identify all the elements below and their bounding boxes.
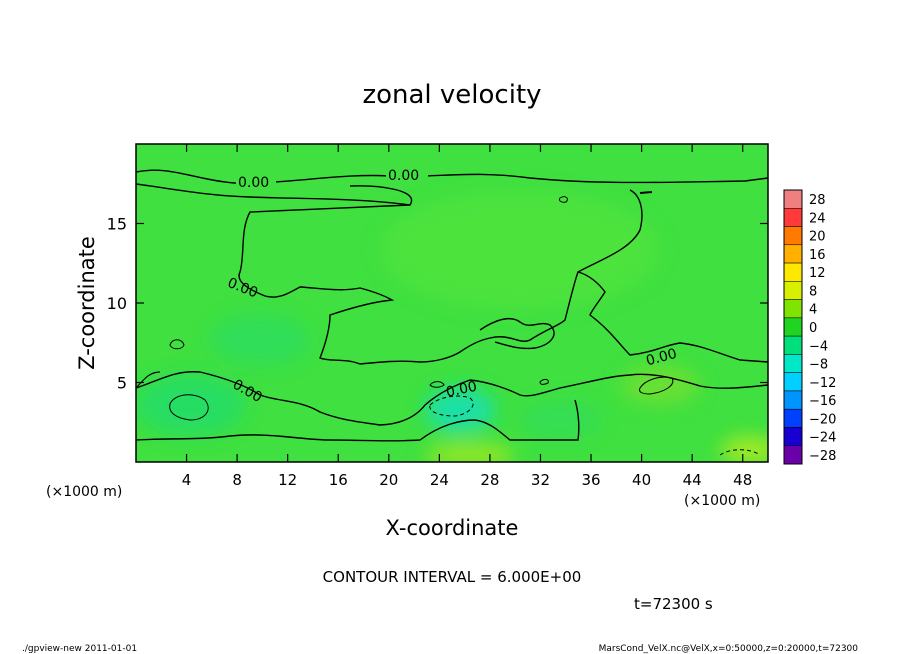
- colorbar-tick-label: 12: [809, 266, 826, 281]
- contour-label: 0.00: [238, 175, 269, 191]
- colorbar-tick-label: −4: [809, 339, 828, 354]
- colorbar-swatch: [783, 445, 803, 465]
- colorbar-swatch: [783, 390, 803, 410]
- x-tick-label: 44: [683, 471, 702, 489]
- colorbar-tick-label: −16: [809, 394, 836, 409]
- colorbar-tick-label: −24: [809, 431, 836, 446]
- x-axis-unit-right: (×1000 m): [684, 493, 760, 509]
- colorbar-frame: [783, 189, 803, 465]
- contour-interval-label: CONTOUR INTERVAL = 6.000E+00: [323, 568, 582, 586]
- colorbar-swatch: [783, 427, 803, 446]
- field-patch: [380, 190, 660, 310]
- contour-line: [539, 379, 549, 385]
- x-tick-label: 20: [379, 471, 398, 489]
- x-tick-label: 16: [329, 471, 348, 489]
- contour-labels: 0.00 0.00 0.00 0.00 0.00 0.00: [225, 167, 679, 406]
- colorbar-swatch: [783, 372, 803, 392]
- chart-title: zonal velocity: [362, 80, 541, 110]
- colorbar-tick-label: −12: [809, 376, 836, 391]
- contour-label-bg: [386, 167, 428, 183]
- field-patch: [620, 365, 700, 405]
- contour-line: [136, 183, 413, 206]
- colorbar-swatch: [783, 354, 803, 373]
- x-tick-label: 48: [733, 471, 752, 489]
- footer-left: ./gpview-new 2011-01-01: [22, 644, 137, 654]
- colorbar-tick-label: 8: [809, 284, 817, 299]
- y-axis-title: Z-coordinate: [75, 236, 99, 370]
- x-tick-label: 8: [232, 471, 242, 489]
- colorbar-swatch: [783, 299, 803, 319]
- colorbar: 28 24 20 16 12 8 4 0 −4 −8 −12 −16 −20 −24 −28: [783, 189, 836, 465]
- contour-label: 0.00: [388, 168, 419, 184]
- contour-label: 0.00: [644, 346, 678, 370]
- x-tick-label: 32: [531, 471, 550, 489]
- contour-line: [429, 395, 474, 417]
- contour-label: 0.00: [445, 379, 479, 401]
- contour-line: [577, 189, 643, 273]
- x-tick-label: 4: [182, 471, 192, 489]
- y-axis: 5 10 15: [107, 215, 768, 393]
- contour-line: [559, 196, 568, 203]
- contour-line: [719, 449, 761, 456]
- heatmap-field: 0.00 0.00 0.00 0.00 0.00 0.00: [136, 144, 768, 462]
- y-tick-label: 15: [107, 215, 127, 234]
- y-tick-label: 5: [117, 374, 127, 393]
- time-label: t=72300 s: [634, 595, 713, 613]
- field-patch: [720, 436, 768, 462]
- colorbar-tick-label: 0: [809, 321, 817, 336]
- contour-line: [136, 399, 580, 442]
- contour-line: [639, 191, 653, 194]
- colorbar-swatch: [783, 226, 803, 246]
- y-tick-label: 10: [107, 294, 127, 313]
- contour-line: [136, 371, 768, 426]
- x-axis-title: X-coordinate: [386, 516, 519, 540]
- contour-line: [169, 339, 185, 350]
- colorbar-swatch: [783, 408, 803, 428]
- colorbar-tick-label: −8: [809, 358, 828, 373]
- colorbar-tick-label: −28: [809, 449, 836, 464]
- colorbar-swatch: [783, 281, 803, 300]
- contour-line: [238, 204, 768, 365]
- x-tick-label: 12: [278, 471, 297, 489]
- colorbar-swatch: [783, 244, 803, 264]
- x-tick-label: 28: [480, 471, 499, 489]
- colorbar-swatch: [783, 317, 803, 337]
- x-axis-unit-left: (×1000 m): [46, 484, 122, 500]
- x-tick-label: 40: [632, 471, 651, 489]
- colorbar-swatch: [783, 335, 803, 355]
- contour-label-bg: [236, 174, 276, 190]
- colorbar-swatch: [783, 189, 803, 209]
- contour-line: [169, 394, 209, 421]
- contour-line: [429, 381, 445, 388]
- contour-line: [479, 318, 555, 350]
- colorbar-swatch: [783, 208, 803, 227]
- x-tick-label: 24: [430, 471, 449, 489]
- field-patch: [136, 375, 245, 435]
- colorbar-tick-label: 24: [809, 211, 826, 226]
- field-patch: [210, 315, 310, 365]
- field-patch: [520, 402, 600, 438]
- colorbar-tick-label: 16: [809, 248, 826, 263]
- contour-line: [136, 371, 161, 389]
- colorbar-tick-label: 28: [809, 193, 826, 208]
- colorbar-tick-label: 4: [809, 303, 817, 318]
- x-axis: 4 8 12 16 20 24 28 32 36 40 44 48: [182, 144, 752, 489]
- colorbar-tick-label: 20: [809, 230, 826, 245]
- footer-right: MarsCond_VelX.nc@VelX,x=0:50000,z=0:2000…: [599, 644, 859, 654]
- x-tick-label: 36: [581, 471, 600, 489]
- colorbar-tick-label: −20: [809, 412, 836, 427]
- field-patch: [425, 443, 515, 462]
- colorbar-swatch: [783, 262, 803, 282]
- contour-line: [639, 376, 674, 395]
